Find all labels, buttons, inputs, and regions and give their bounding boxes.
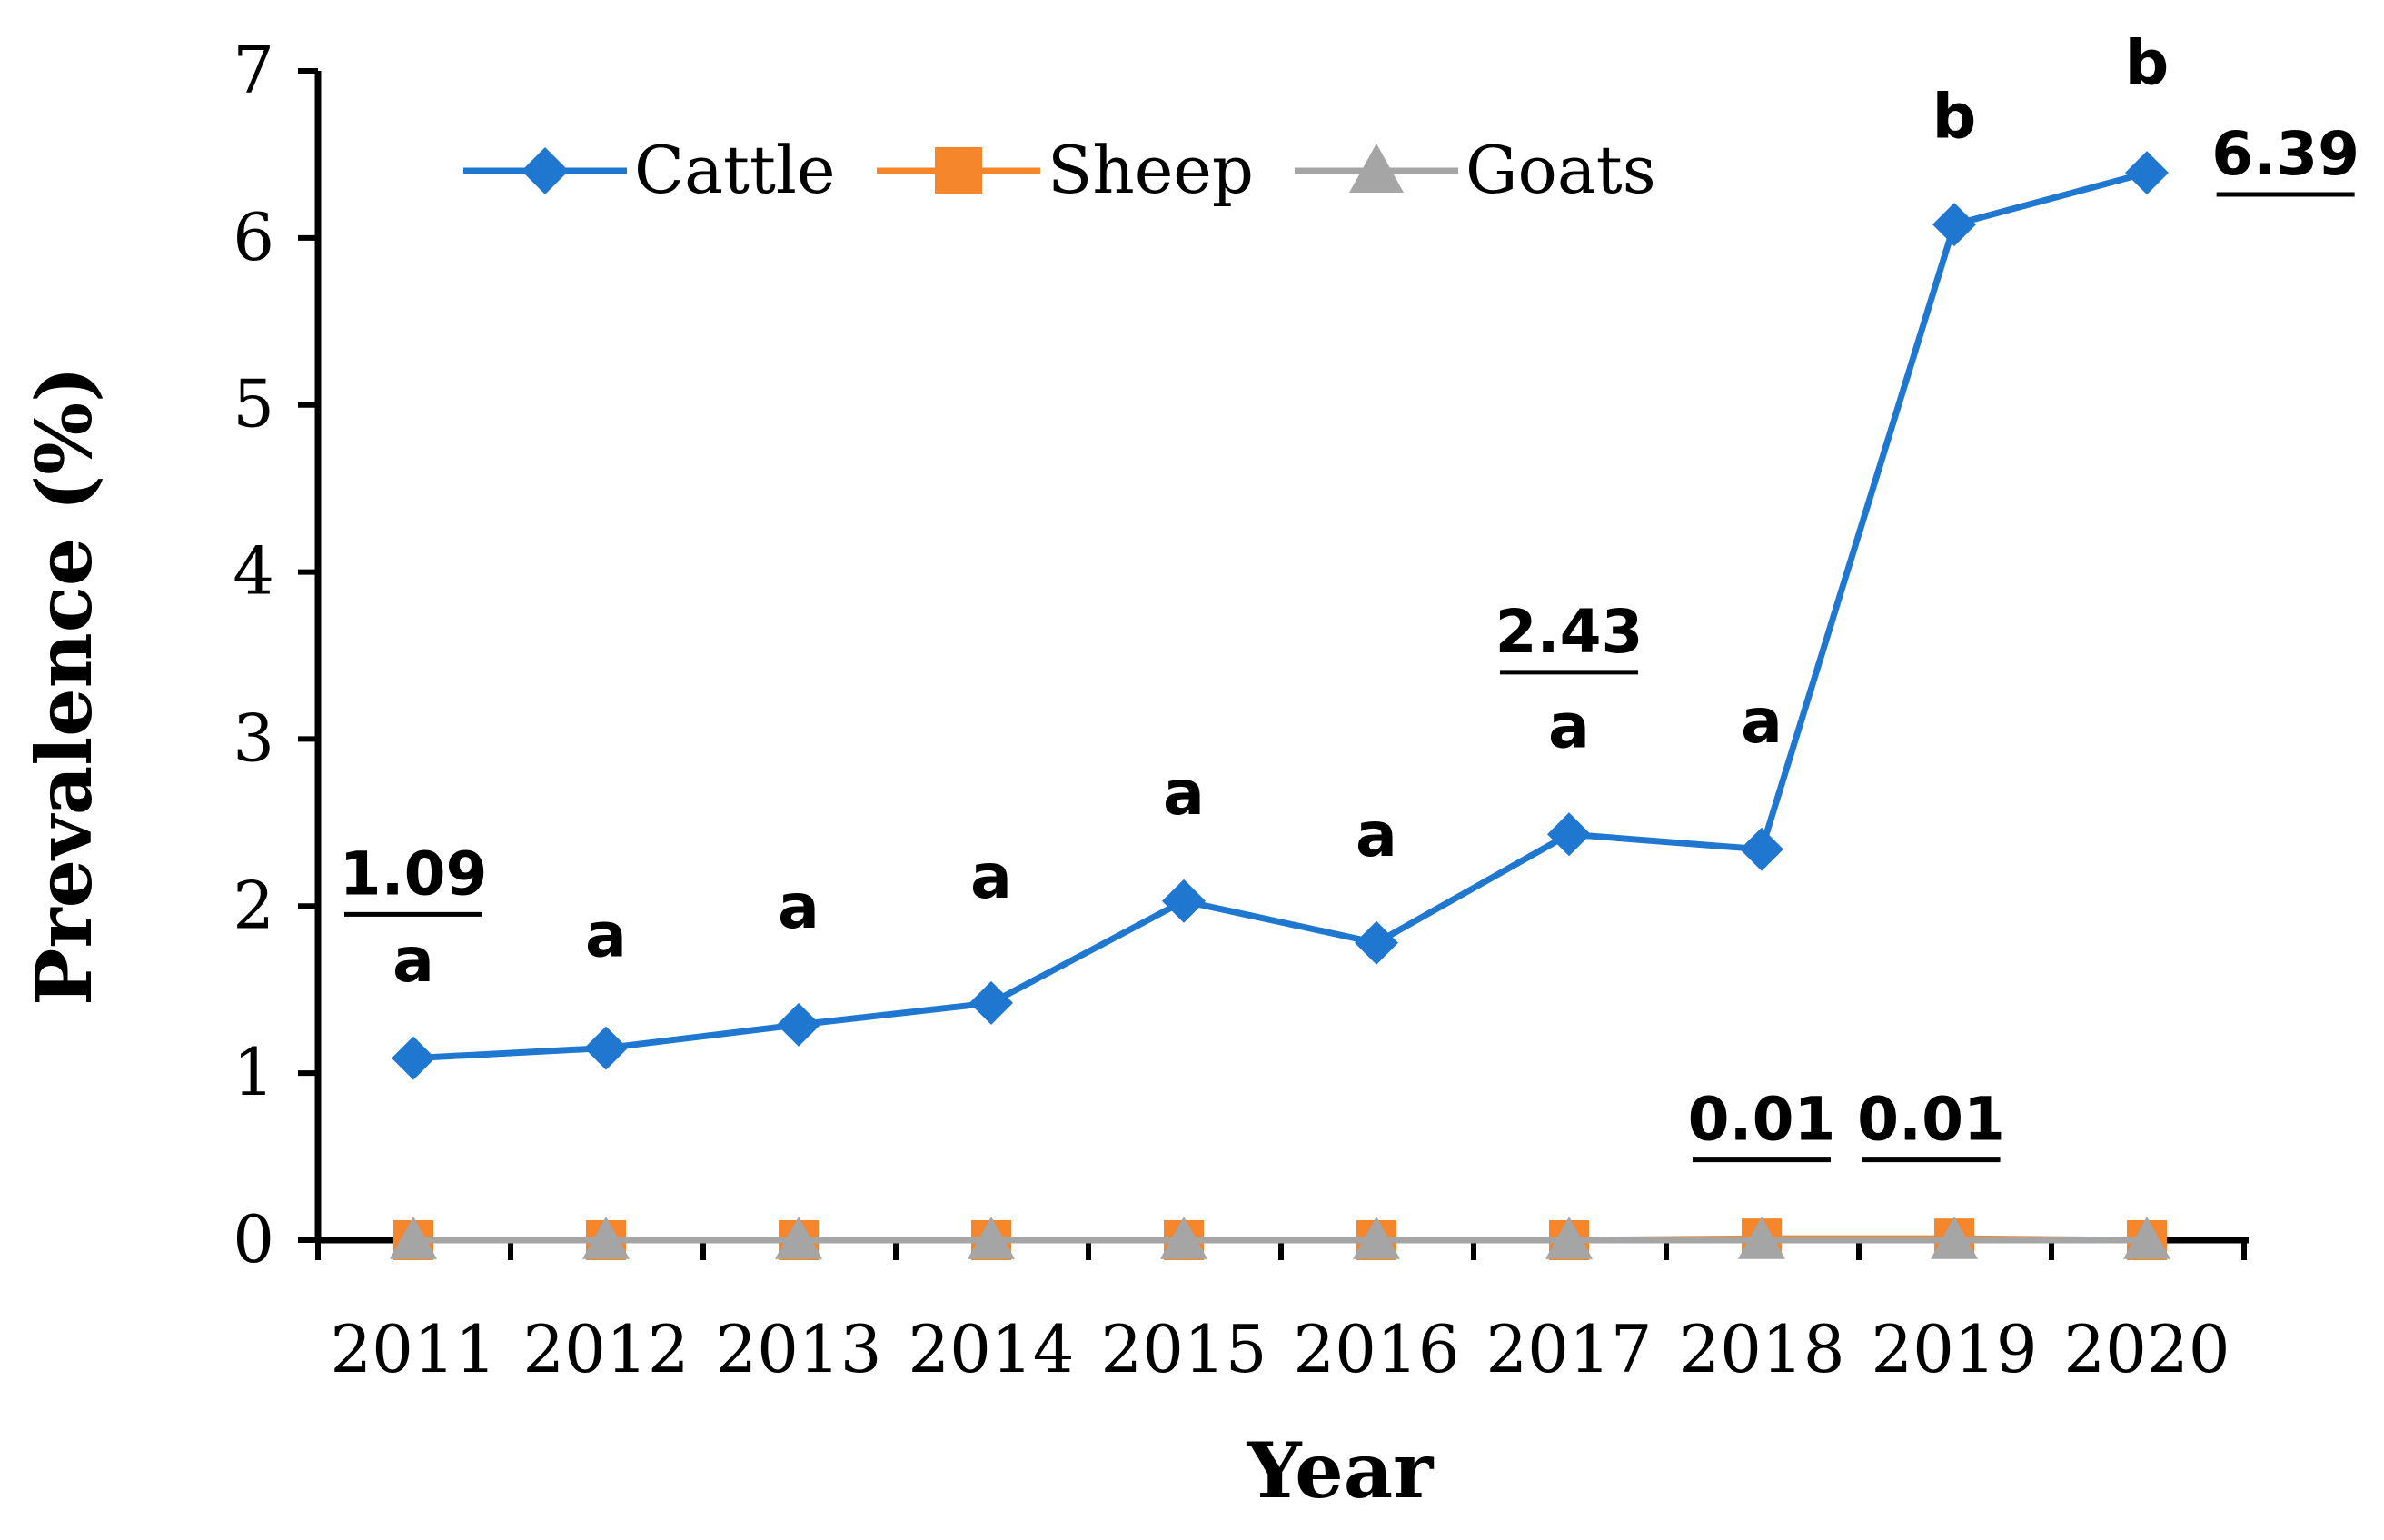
legend-label-sheep: Sheep xyxy=(1048,132,1254,208)
significance-letter: a xyxy=(585,899,627,971)
x-tick-label: 2012 xyxy=(522,1311,689,1387)
significance-letter: a xyxy=(1548,691,1590,763)
x-tick-label: 2016 xyxy=(1293,1311,1459,1387)
goats-point xyxy=(1738,1217,1785,1259)
value-annotation: 1.09 xyxy=(340,839,488,909)
goats-point xyxy=(1545,1217,1593,1259)
y-tick-label: 3 xyxy=(233,700,274,776)
significance-letter: b xyxy=(2125,28,2170,100)
significance-letter: b xyxy=(1932,82,1977,154)
cattle-point xyxy=(1740,827,1783,871)
significance-letter: a xyxy=(1356,800,1397,871)
x-axis-title: Year xyxy=(1247,1426,1435,1515)
x-tick-label: 2020 xyxy=(2063,1311,2230,1387)
significance-letter: a xyxy=(778,871,820,943)
significance-letter: a xyxy=(392,925,434,997)
x-tick-label: 2018 xyxy=(1678,1311,1844,1387)
value-annotation: 0.01 xyxy=(1857,1085,2005,1155)
legend: Cattle Sheep Goats xyxy=(463,132,1656,208)
y-tick-label: 4 xyxy=(233,533,274,610)
legend-item-sheep: Sheep xyxy=(877,132,1254,208)
goats-point xyxy=(2123,1217,2170,1259)
goats-point xyxy=(1160,1217,1207,1259)
legend-marker-goats xyxy=(1349,144,1404,193)
series-line-cattle xyxy=(412,169,2148,1062)
series-cattle xyxy=(392,151,2169,1080)
significance-letter: a xyxy=(1163,758,1205,830)
value-annotation: 0.01 xyxy=(1688,1085,1836,1155)
x-tick-label: 2013 xyxy=(715,1311,881,1387)
x-tick-label: 2015 xyxy=(1100,1311,1266,1387)
significance-letter: a xyxy=(970,841,1012,913)
goats-point xyxy=(775,1217,822,1259)
x-tick-label: 2011 xyxy=(330,1311,496,1387)
x-tick-label: 2014 xyxy=(908,1311,1074,1387)
goats-point xyxy=(1931,1217,1978,1259)
cattle-point xyxy=(1355,920,1398,965)
series-goats xyxy=(390,1217,2170,1259)
cattle-point xyxy=(1162,879,1206,923)
legend-label-goats: Goats xyxy=(1465,132,1656,208)
x-tick-label: 2017 xyxy=(1485,1311,1652,1387)
goats-point xyxy=(390,1217,437,1259)
annotations: a a a a a a a a b b 1.09 2.43 6.39 0.01 0.01 xyxy=(340,28,2359,1163)
y-tick-label: 5 xyxy=(233,366,274,442)
axes: 0 1 2 3 4 5 6 7 2011 2012 2013 2014 2015 2016 2017 2018… xyxy=(233,32,2249,1387)
cattle-point xyxy=(392,1036,435,1080)
y-tick-label: 0 xyxy=(233,1201,274,1277)
legend-label-cattle: Cattle xyxy=(634,132,836,208)
goats-point xyxy=(582,1217,630,1259)
y-tick-label: 7 xyxy=(233,32,274,108)
series-layer xyxy=(390,151,2170,1260)
legend-item-cattle: Cattle xyxy=(463,132,836,208)
cattle-point xyxy=(584,1026,628,1070)
cattle-point xyxy=(1932,203,1976,247)
value-annotation: 2.43 xyxy=(1495,597,1644,667)
cattle-point xyxy=(1547,812,1591,857)
cattle-point xyxy=(2125,151,2169,195)
y-axis-title: Prevalence (%) xyxy=(19,366,109,1006)
y-tick-label: 1 xyxy=(233,1034,274,1110)
significance-letter: a xyxy=(1741,686,1783,758)
cattle-point xyxy=(777,1002,820,1047)
value-annotation: 6.39 xyxy=(2211,119,2359,189)
x-tick-label: 2019 xyxy=(1871,1311,2037,1387)
legend-marker-cattle xyxy=(522,147,569,194)
legend-item-goats: Goats xyxy=(1295,132,1656,208)
y-tick-label: 6 xyxy=(233,199,274,275)
goats-point xyxy=(968,1217,1015,1259)
goats-point xyxy=(1353,1217,1400,1259)
legend-marker-sheep xyxy=(935,147,982,194)
y-tick-label: 2 xyxy=(233,867,274,943)
cattle-point xyxy=(969,980,1013,1025)
